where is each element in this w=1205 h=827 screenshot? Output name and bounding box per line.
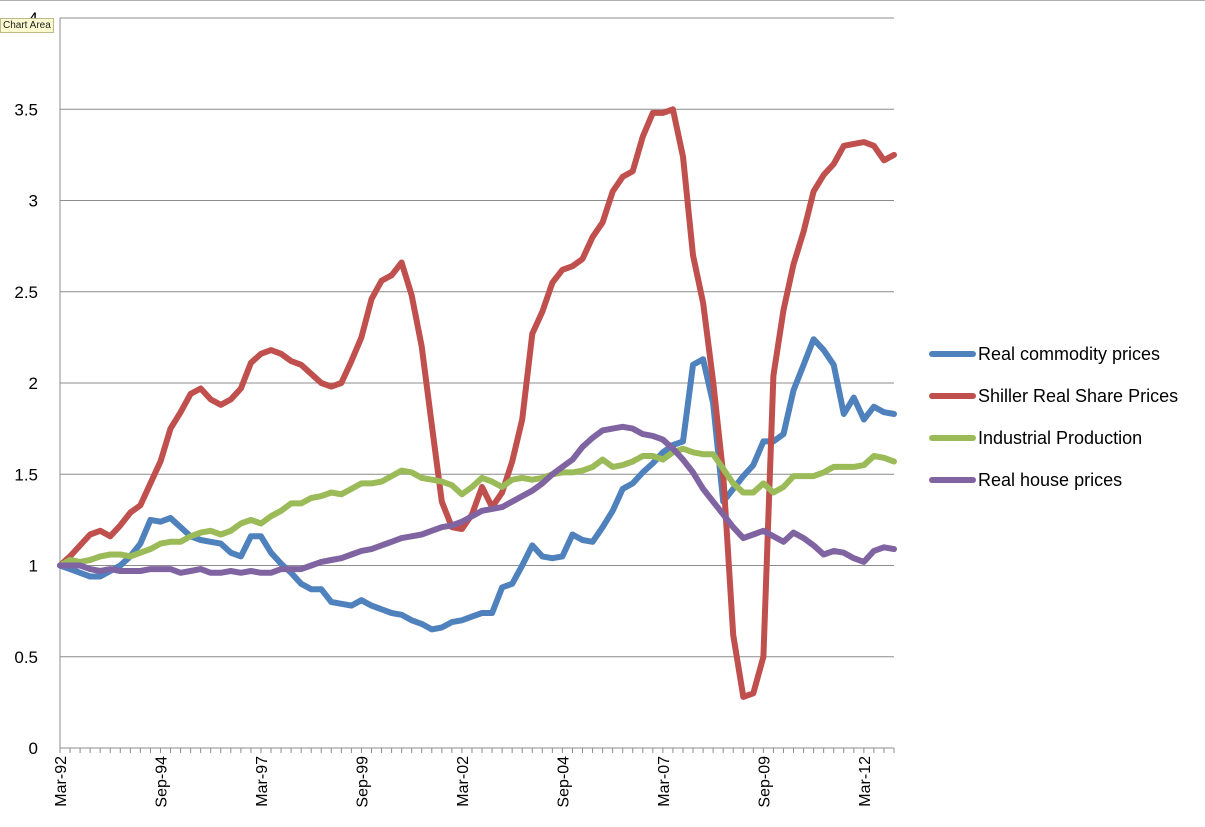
- axes: [59, 18, 894, 749]
- gridlines: [60, 17, 894, 658]
- series-line: [57, 445, 897, 569]
- x-tick-label: Mar-07: [656, 756, 673, 807]
- legend-label: Real house prices: [978, 470, 1122, 490]
- legend-label: Industrial Production: [978, 428, 1142, 448]
- legend: Real commodity prices Shiller Real Share …: [929, 344, 1178, 490]
- x-tick-label: Sep-99: [354, 756, 371, 808]
- legend-label: Real commodity prices: [978, 344, 1160, 364]
- x-tick-label: Mar-97: [254, 756, 271, 807]
- y-tick-label: 0.5: [14, 648, 38, 667]
- y-tick-label: 1: [29, 557, 38, 576]
- series-line: [57, 106, 897, 700]
- series-line: [57, 423, 897, 576]
- legend-label: Shiller Real Share Prices: [978, 386, 1178, 406]
- series-lines: [57, 106, 897, 700]
- y-tick-label: 2: [29, 374, 38, 393]
- y-axis-ticks: 00.511.522.533.54: [14, 9, 38, 758]
- y-tick-label: 3: [29, 192, 38, 211]
- x-tick-label: Sep-94: [153, 756, 170, 808]
- x-tick-label: Sep-09: [756, 756, 773, 808]
- series-line: [57, 336, 897, 633]
- chart-area-tooltip: Chart Area: [0, 18, 54, 33]
- y-tick-label: 0: [29, 739, 38, 758]
- y-tick-label: 3.5: [14, 100, 38, 119]
- y-tick-label: 1.5: [14, 465, 38, 484]
- x-tick-label: Mar-12: [857, 756, 874, 807]
- x-tick-label: Mar-02: [455, 756, 472, 807]
- x-tick-label: Sep-04: [555, 756, 572, 808]
- top-border: [0, 0, 1205, 1]
- x-tick-label: Mar-92: [53, 756, 70, 807]
- y-tick-label: 2.5: [14, 283, 38, 302]
- x-axis-ticks: Mar-92 Sep-94 Mar-97 Sep-99 Mar-02 Sep-04 Mar-…: [53, 748, 895, 808]
